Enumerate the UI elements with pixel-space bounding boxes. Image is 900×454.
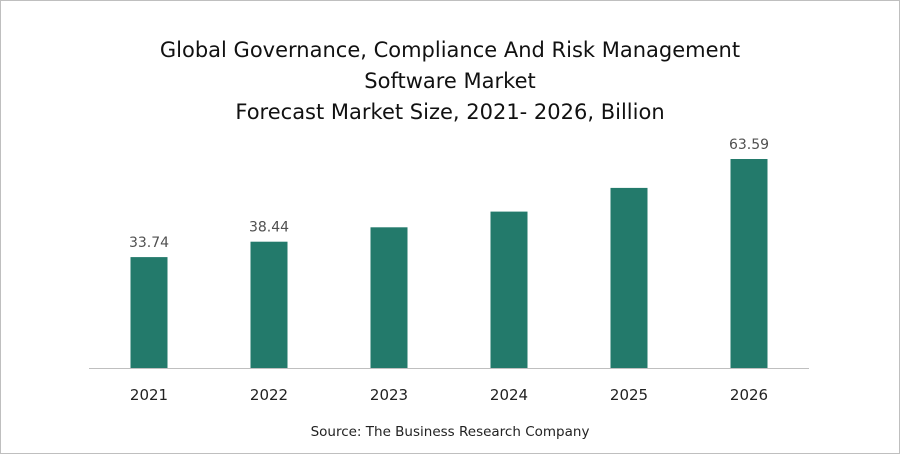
bar-2023 [370,227,408,368]
data-label-2026: 63.59 [729,137,769,153]
bar-2025 [610,187,648,368]
data-label-2021: 33.74 [129,235,169,251]
x-tick-2024: 2024 [490,386,528,404]
x-tick-2023: 2023 [370,386,408,404]
x-tick-2022: 2022 [250,386,288,404]
chart-title-line-2: Software Market [364,69,536,93]
data-label-2022: 38.44 [249,220,289,236]
x-tick-2025: 2025 [610,386,648,404]
x-tick-2026: 2026 [730,386,768,404]
bar-2024 [490,211,528,368]
bar-2021 [130,257,168,368]
source-note: Source: The Business Research Company [310,424,590,440]
bar-2022 [250,241,288,368]
x-tick-2021: 2021 [130,386,168,404]
chart-title: Global Governance, Compliance And Risk M… [1,35,899,128]
bar-2026 [730,159,768,368]
chart-title-line-1: Global Governance, Compliance And Risk M… [159,38,741,62]
chart-title-line-3: Forecast Market Size, 2021- 2026, Billio… [235,100,665,124]
